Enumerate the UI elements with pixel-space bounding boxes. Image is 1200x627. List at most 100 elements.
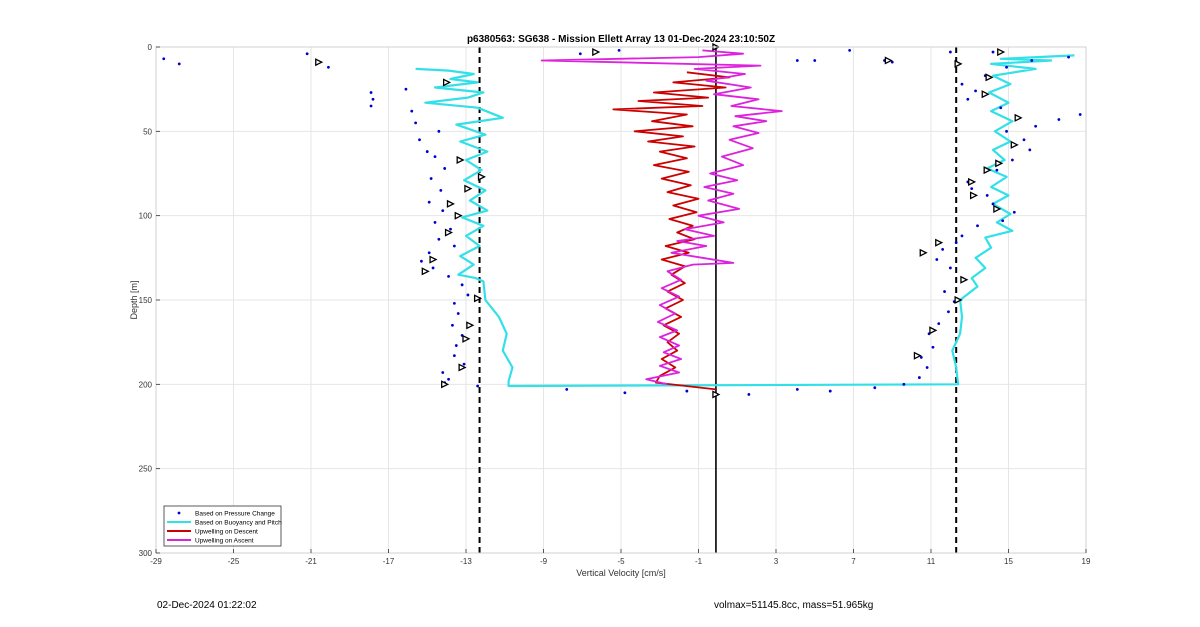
pressure-change-dot xyxy=(369,91,373,94)
x-tick-label: 15 xyxy=(1004,557,1013,566)
triangle-marker xyxy=(1014,113,1023,122)
grid-layer xyxy=(155,46,1087,554)
pressure-change-dot xyxy=(873,386,877,390)
pressure-change-dot xyxy=(466,293,470,297)
pressure-change-dot xyxy=(828,389,832,393)
triangle-marker xyxy=(969,191,979,200)
pressure-change-dot xyxy=(420,259,423,263)
pressure-change-dot xyxy=(948,266,952,270)
pressure-change-dot xyxy=(460,283,464,287)
pressure-change-dot xyxy=(451,323,454,327)
pressure-change-dot xyxy=(565,387,569,391)
pressure-change-dot xyxy=(414,121,418,125)
pressure-change-dot xyxy=(925,366,929,369)
pressure-change-dot xyxy=(456,312,460,315)
triangle-marker xyxy=(993,204,1002,213)
pressure-change-dot xyxy=(371,97,375,101)
pressure-change-dot xyxy=(1005,129,1008,133)
series-line-upwelling-on-ascent xyxy=(540,49,783,386)
pressure-change-dot xyxy=(747,393,751,396)
triangle-marker xyxy=(1010,140,1019,149)
footer-stats: volmax=51145.8cc, mass=51.965kg xyxy=(714,600,874,611)
triangle-marker xyxy=(712,390,721,399)
pressure-change-dot xyxy=(1030,59,1034,62)
pressure-change-dot xyxy=(177,62,181,66)
pressure-change-dot xyxy=(1028,148,1032,152)
pressure-change-dot xyxy=(452,354,456,358)
pressure-change-dot xyxy=(418,138,421,142)
y-tick-label: 0 xyxy=(148,43,153,52)
pressure-change-dot xyxy=(578,52,582,56)
x-tick-label: -25 xyxy=(228,557,240,566)
pressure-change-dot xyxy=(431,266,435,270)
legend-items: Based on Pressure Change Based on Buoyanc… xyxy=(167,511,282,545)
triangle-marker xyxy=(983,166,992,175)
pressure-change-dot xyxy=(305,52,309,56)
triangle-marker xyxy=(968,177,977,186)
pressure-change-dot xyxy=(795,59,799,62)
triangle-marker xyxy=(441,380,450,389)
pressure-change-dot xyxy=(970,187,974,191)
pressure-change-dot xyxy=(966,97,970,101)
x-tick-label: 7 xyxy=(851,557,856,566)
pressure-change-dot xyxy=(452,244,456,248)
pressure-change-dot xyxy=(685,389,689,393)
x-tick-label: -9 xyxy=(540,557,548,566)
triangle-marker xyxy=(473,294,483,303)
triangle-marker xyxy=(458,363,467,372)
pressure-change-dot xyxy=(813,59,817,62)
y-axis-label: Depth [m] xyxy=(129,280,139,319)
pressure-change-dot xyxy=(433,221,437,224)
pressure-change-dot xyxy=(1012,210,1016,214)
pressure-change-dot xyxy=(795,387,799,391)
pressure-change-dot xyxy=(439,188,443,192)
x-tick-label: -17 xyxy=(383,557,395,566)
pressure-change-dot xyxy=(437,129,441,133)
x-tick-label: 19 xyxy=(1082,557,1091,566)
pressure-change-dot xyxy=(995,168,999,172)
pressure-change-dot xyxy=(991,50,995,54)
triangle-marker xyxy=(929,326,938,335)
triangle-marker xyxy=(315,58,324,67)
triangle-marker xyxy=(997,48,1006,57)
pressure-change-dot xyxy=(410,109,414,113)
triangle-marker xyxy=(444,228,454,237)
pressure-change-dot xyxy=(931,345,935,349)
legend: Based on Pressure Change Based on Buoyanc… xyxy=(163,505,282,547)
pressure-change-dot xyxy=(454,344,458,347)
triangle-marker xyxy=(884,56,893,65)
triangle-marker xyxy=(446,199,455,208)
pressure-change-dot xyxy=(162,57,166,61)
pressure-change-dot xyxy=(327,65,330,69)
y-tick-label: 300 xyxy=(139,549,153,558)
triangle-marker xyxy=(421,267,430,276)
y-tick-label: 50 xyxy=(143,127,152,136)
triangle-marker xyxy=(464,184,473,193)
pressure-change-dot xyxy=(935,258,939,261)
triangle-marker xyxy=(935,238,944,247)
footer-timestamp: 02-Dec-2024 01:22:02 xyxy=(157,600,257,611)
pressure-change-dot xyxy=(623,391,627,395)
triangle-marker xyxy=(919,248,928,257)
pressure-change-dot xyxy=(948,50,952,54)
legend-label: Based on Pressure Change xyxy=(195,511,275,518)
pressure-change-dot xyxy=(890,60,894,64)
pressure-change-dot xyxy=(919,355,923,359)
pressure-change-dot xyxy=(476,384,480,388)
triangle-marker xyxy=(592,48,601,57)
legend-label: Upwelling on Descent xyxy=(195,529,258,536)
pressure-change-dot xyxy=(1001,219,1005,223)
pressure-change-dot xyxy=(429,177,433,180)
pressure-change-dot xyxy=(404,87,408,91)
pressure-change-dot xyxy=(427,251,431,255)
y-tick-label: 250 xyxy=(139,465,153,474)
axis-layer: -29 -25 -21 -17 -13 -9 -5 -1 3 7 11 15 1905010015020… xyxy=(139,43,1091,566)
pressure-change-dot xyxy=(437,237,441,241)
pressure-change-dot xyxy=(1034,124,1038,128)
pressure-change-dot xyxy=(960,234,964,238)
triangle-marker xyxy=(954,59,963,68)
pressure-change-dot xyxy=(1057,118,1061,121)
pressure-change-dot xyxy=(1010,158,1014,162)
pressure-change-dot xyxy=(947,310,950,314)
